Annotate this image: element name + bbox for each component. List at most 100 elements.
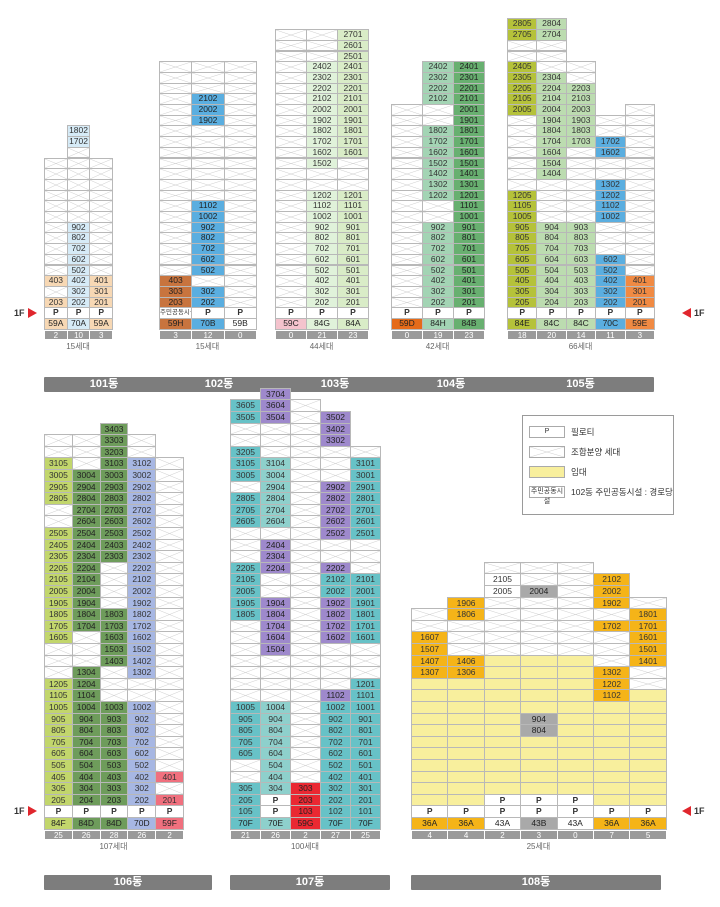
unit-cell: 2105 (230, 573, 261, 586)
unit-cell-empty (350, 445, 381, 459)
unit-cell: 1601 (350, 631, 381, 644)
unit-cell (411, 689, 449, 702)
unit-cell: 1201 (350, 677, 381, 691)
unit-cell-empty (223, 114, 257, 127)
unit-cell-empty (391, 189, 423, 202)
unit-cell: 2705 (507, 29, 538, 41)
unit-cell: 2005 (507, 104, 538, 116)
unit-cell: 2501 (350, 527, 381, 540)
unit-cell-empty (290, 619, 321, 633)
unit-cell: 2304 (536, 71, 567, 84)
unit-cell-empty (306, 168, 338, 180)
unit-cell-empty (260, 666, 291, 679)
unit-cell-empty (391, 125, 423, 138)
unit-cell-empty (89, 232, 114, 245)
unit-cell: 303 (159, 285, 193, 298)
unit-cell-empty (159, 178, 193, 191)
unit-cell: 202 (320, 793, 351, 807)
unit-cell: 304 (71, 782, 101, 795)
unit-type-label: 43A (556, 817, 594, 830)
unit-cell (520, 666, 558, 679)
unit-cell-empty (593, 643, 631, 656)
unit-cell: 2605 (230, 515, 261, 528)
unit-cell: 1504 (536, 157, 567, 170)
unit-cell: 1502 (127, 643, 157, 656)
unit-cell-empty (507, 178, 538, 191)
unit-cell-empty (520, 619, 558, 633)
unit-cell: 2703 (99, 503, 129, 517)
unit-cell (411, 701, 449, 714)
unit-cell-empty (99, 666, 129, 679)
unit-cell-empty (290, 770, 321, 784)
unit-cell-empty (306, 39, 338, 52)
unit-cell-empty (290, 677, 321, 691)
unit-cell: 1801 (453, 125, 485, 138)
unit-cell (483, 724, 522, 737)
unit-cell-empty (422, 211, 454, 223)
unit-cell: 1802 (306, 125, 338, 138)
legend-text-facility: 102동 주민공동시설 : 경로당 (571, 487, 673, 497)
unit-cell: 2105 (44, 573, 73, 586)
unit-cell (556, 654, 594, 668)
unit-cell: 702 (306, 243, 338, 255)
unit-cell: 3101 (350, 457, 381, 470)
unit-cell: 904 (520, 712, 558, 726)
unit-cell-empty (275, 157, 307, 170)
unit-cell: 1801 (350, 608, 381, 621)
unit-cell: 2701 (337, 29, 369, 41)
unit-cell-empty (290, 701, 321, 714)
unit-cell (483, 689, 522, 702)
unit-cell-empty (556, 596, 594, 610)
unit-cell: 1701 (350, 619, 381, 633)
unit-cell-empty (275, 221, 307, 234)
unit-cell: 402 (306, 275, 338, 287)
unit-cell-empty (275, 243, 307, 255)
unit-cell: 3704 (260, 387, 291, 401)
unit-cell-empty (66, 189, 91, 202)
unit-cell: 2004 (520, 585, 558, 598)
unit-cell (411, 770, 449, 784)
unit-cell: 1201 (337, 189, 369, 202)
unit-cell: 3003 (99, 469, 129, 482)
unit-cell: 2504 (71, 527, 101, 540)
unit-cell: 2203 (565, 82, 597, 95)
unit-count: 18 (507, 329, 538, 340)
unit-cell: 3502 (320, 411, 351, 424)
unit-count: 5 (629, 829, 667, 840)
unit-count: 3 (89, 329, 114, 340)
unit-cell-empty (159, 114, 193, 127)
unit-cell: 1905 (230, 596, 261, 610)
unit-cell: 3302 (320, 434, 351, 447)
unit-type-label: 84H (422, 318, 454, 330)
unit-cell: 302 (191, 285, 225, 298)
unit-cell-empty (507, 125, 538, 138)
unit-cell (447, 677, 485, 691)
unit-cell (411, 759, 449, 772)
unit-cell-empty (507, 50, 538, 63)
unit-cell: 2304 (71, 550, 101, 563)
unit-cell: 2101 (337, 93, 369, 105)
unit-cell-empty (520, 596, 558, 610)
unit-cell: 1602 (422, 146, 454, 159)
unit-cell-empty (483, 608, 522, 621)
unit-cell: 804 (520, 724, 558, 737)
unit-cell: 2105 (507, 93, 538, 105)
unit-cell: 1302 (593, 666, 631, 679)
unit-cell: 805 (230, 724, 261, 737)
unit-cell: 2305 (44, 550, 73, 563)
unit-cell: 2001 (453, 104, 485, 116)
unit-cell: 1601 (629, 631, 667, 644)
unit-cell-empty (422, 104, 454, 116)
unit-cell-empty (507, 114, 538, 127)
unit-cell: 2002 (127, 585, 157, 598)
unit-cell-empty (536, 211, 567, 223)
floor-1f-label: 1F (694, 308, 705, 319)
unit-cell-empty (290, 422, 321, 436)
unit-cell-empty (290, 712, 321, 726)
unit-cell-empty (536, 61, 567, 73)
unit-cell: 504 (536, 264, 567, 277)
unit-cell: 3102 (127, 457, 157, 470)
unit-cell: 2804 (71, 492, 101, 505)
unit-cell-empty (230, 434, 261, 447)
unit-cell: 2204 (536, 82, 567, 95)
